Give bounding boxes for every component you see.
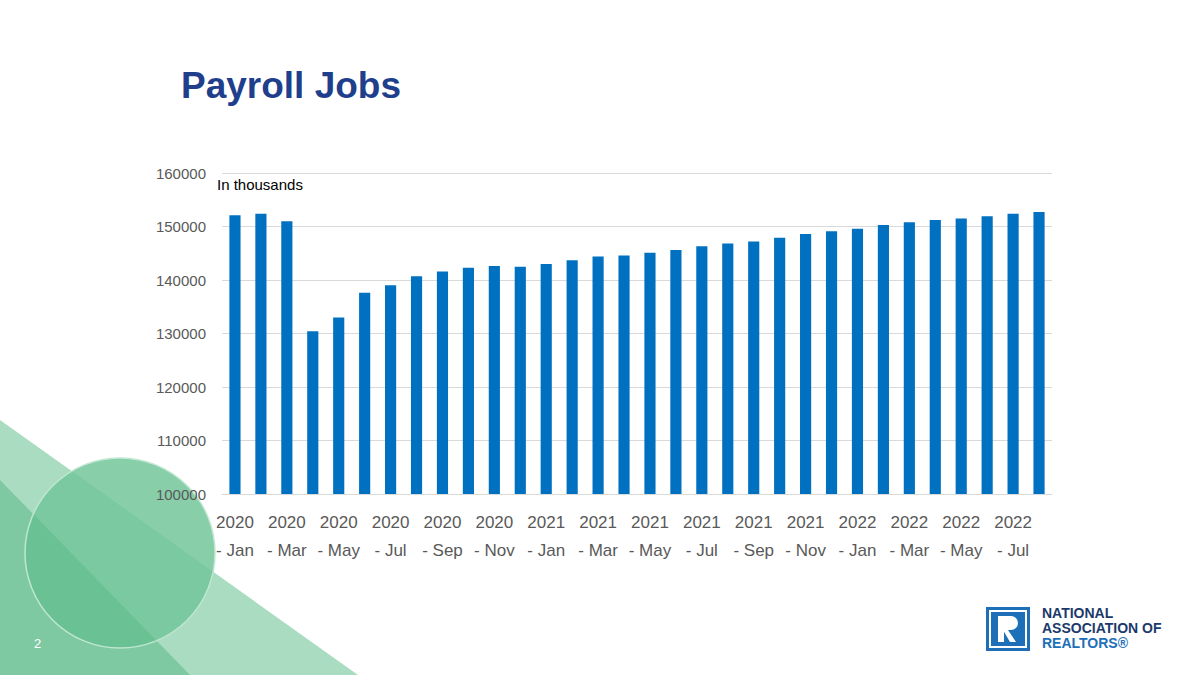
html-text:REALTORS®: REALTORS® (1042, 635, 1128, 651)
svg-text:2020: 2020 (475, 513, 513, 532)
svg-text:2022: 2022 (890, 513, 928, 532)
svg-text:- Jul: - Jul (375, 541, 407, 560)
svg-text:- Nov: - Nov (474, 541, 515, 560)
svg-text:- Mar: - Mar (267, 541, 307, 560)
svg-text:- Nov: - Nov (785, 541, 826, 560)
svg-text:In thousands: In thousands (217, 176, 303, 193)
svg-text:- Mar: - Mar (890, 541, 930, 560)
html-text:NATIONAL: NATIONAL (1042, 605, 1114, 621)
svg-text:- Sep: - Sep (422, 541, 463, 560)
svg-text:- Jan: - Jan (216, 541, 254, 560)
svg-text:120000: 120000 (156, 379, 206, 396)
html-text:2: 2 (34, 636, 42, 651)
svg-text:2020: 2020 (268, 513, 306, 532)
svg-text:- Jul: - Jul (997, 541, 1029, 560)
svg-text:2020: 2020 (216, 513, 254, 532)
svg-text:140000: 140000 (156, 272, 206, 289)
svg-text:2020: 2020 (372, 513, 410, 532)
svg-text:2021: 2021 (527, 513, 565, 532)
svg-text:100000: 100000 (156, 486, 206, 503)
svg-text:- Jan: - Jan (839, 541, 877, 560)
svg-text:- Mar: - Mar (578, 541, 618, 560)
svg-text:2020: 2020 (320, 513, 358, 532)
svg-text:- May: - May (940, 541, 983, 560)
svg-text:130000: 130000 (156, 325, 206, 342)
svg-text:150000: 150000 (156, 218, 206, 235)
svg-text:Payroll Jobs: Payroll Jobs (181, 65, 401, 106)
svg-text:- Jan: - Jan (527, 541, 565, 560)
svg-text:2021: 2021 (631, 513, 669, 532)
svg-text:160000: 160000 (156, 165, 206, 182)
svg-text:- Jul: - Jul (686, 541, 718, 560)
svg-text:- May: - May (629, 541, 672, 560)
html-text:ASSOCIATION OF: ASSOCIATION OF (1042, 620, 1162, 636)
svg-text:2022: 2022 (994, 513, 1032, 532)
svg-text:2021: 2021 (683, 513, 721, 532)
svg-text:2022: 2022 (942, 513, 980, 532)
svg-text:2021: 2021 (735, 513, 773, 532)
svg-text:2021: 2021 (579, 513, 617, 532)
svg-text:2020: 2020 (424, 513, 462, 532)
svg-text:2022: 2022 (839, 513, 877, 532)
svg-text:2021: 2021 (787, 513, 825, 532)
svg-text:110000: 110000 (157, 432, 206, 449)
svg-text:- May: - May (317, 541, 360, 560)
svg-text:- Sep: - Sep (733, 541, 774, 560)
